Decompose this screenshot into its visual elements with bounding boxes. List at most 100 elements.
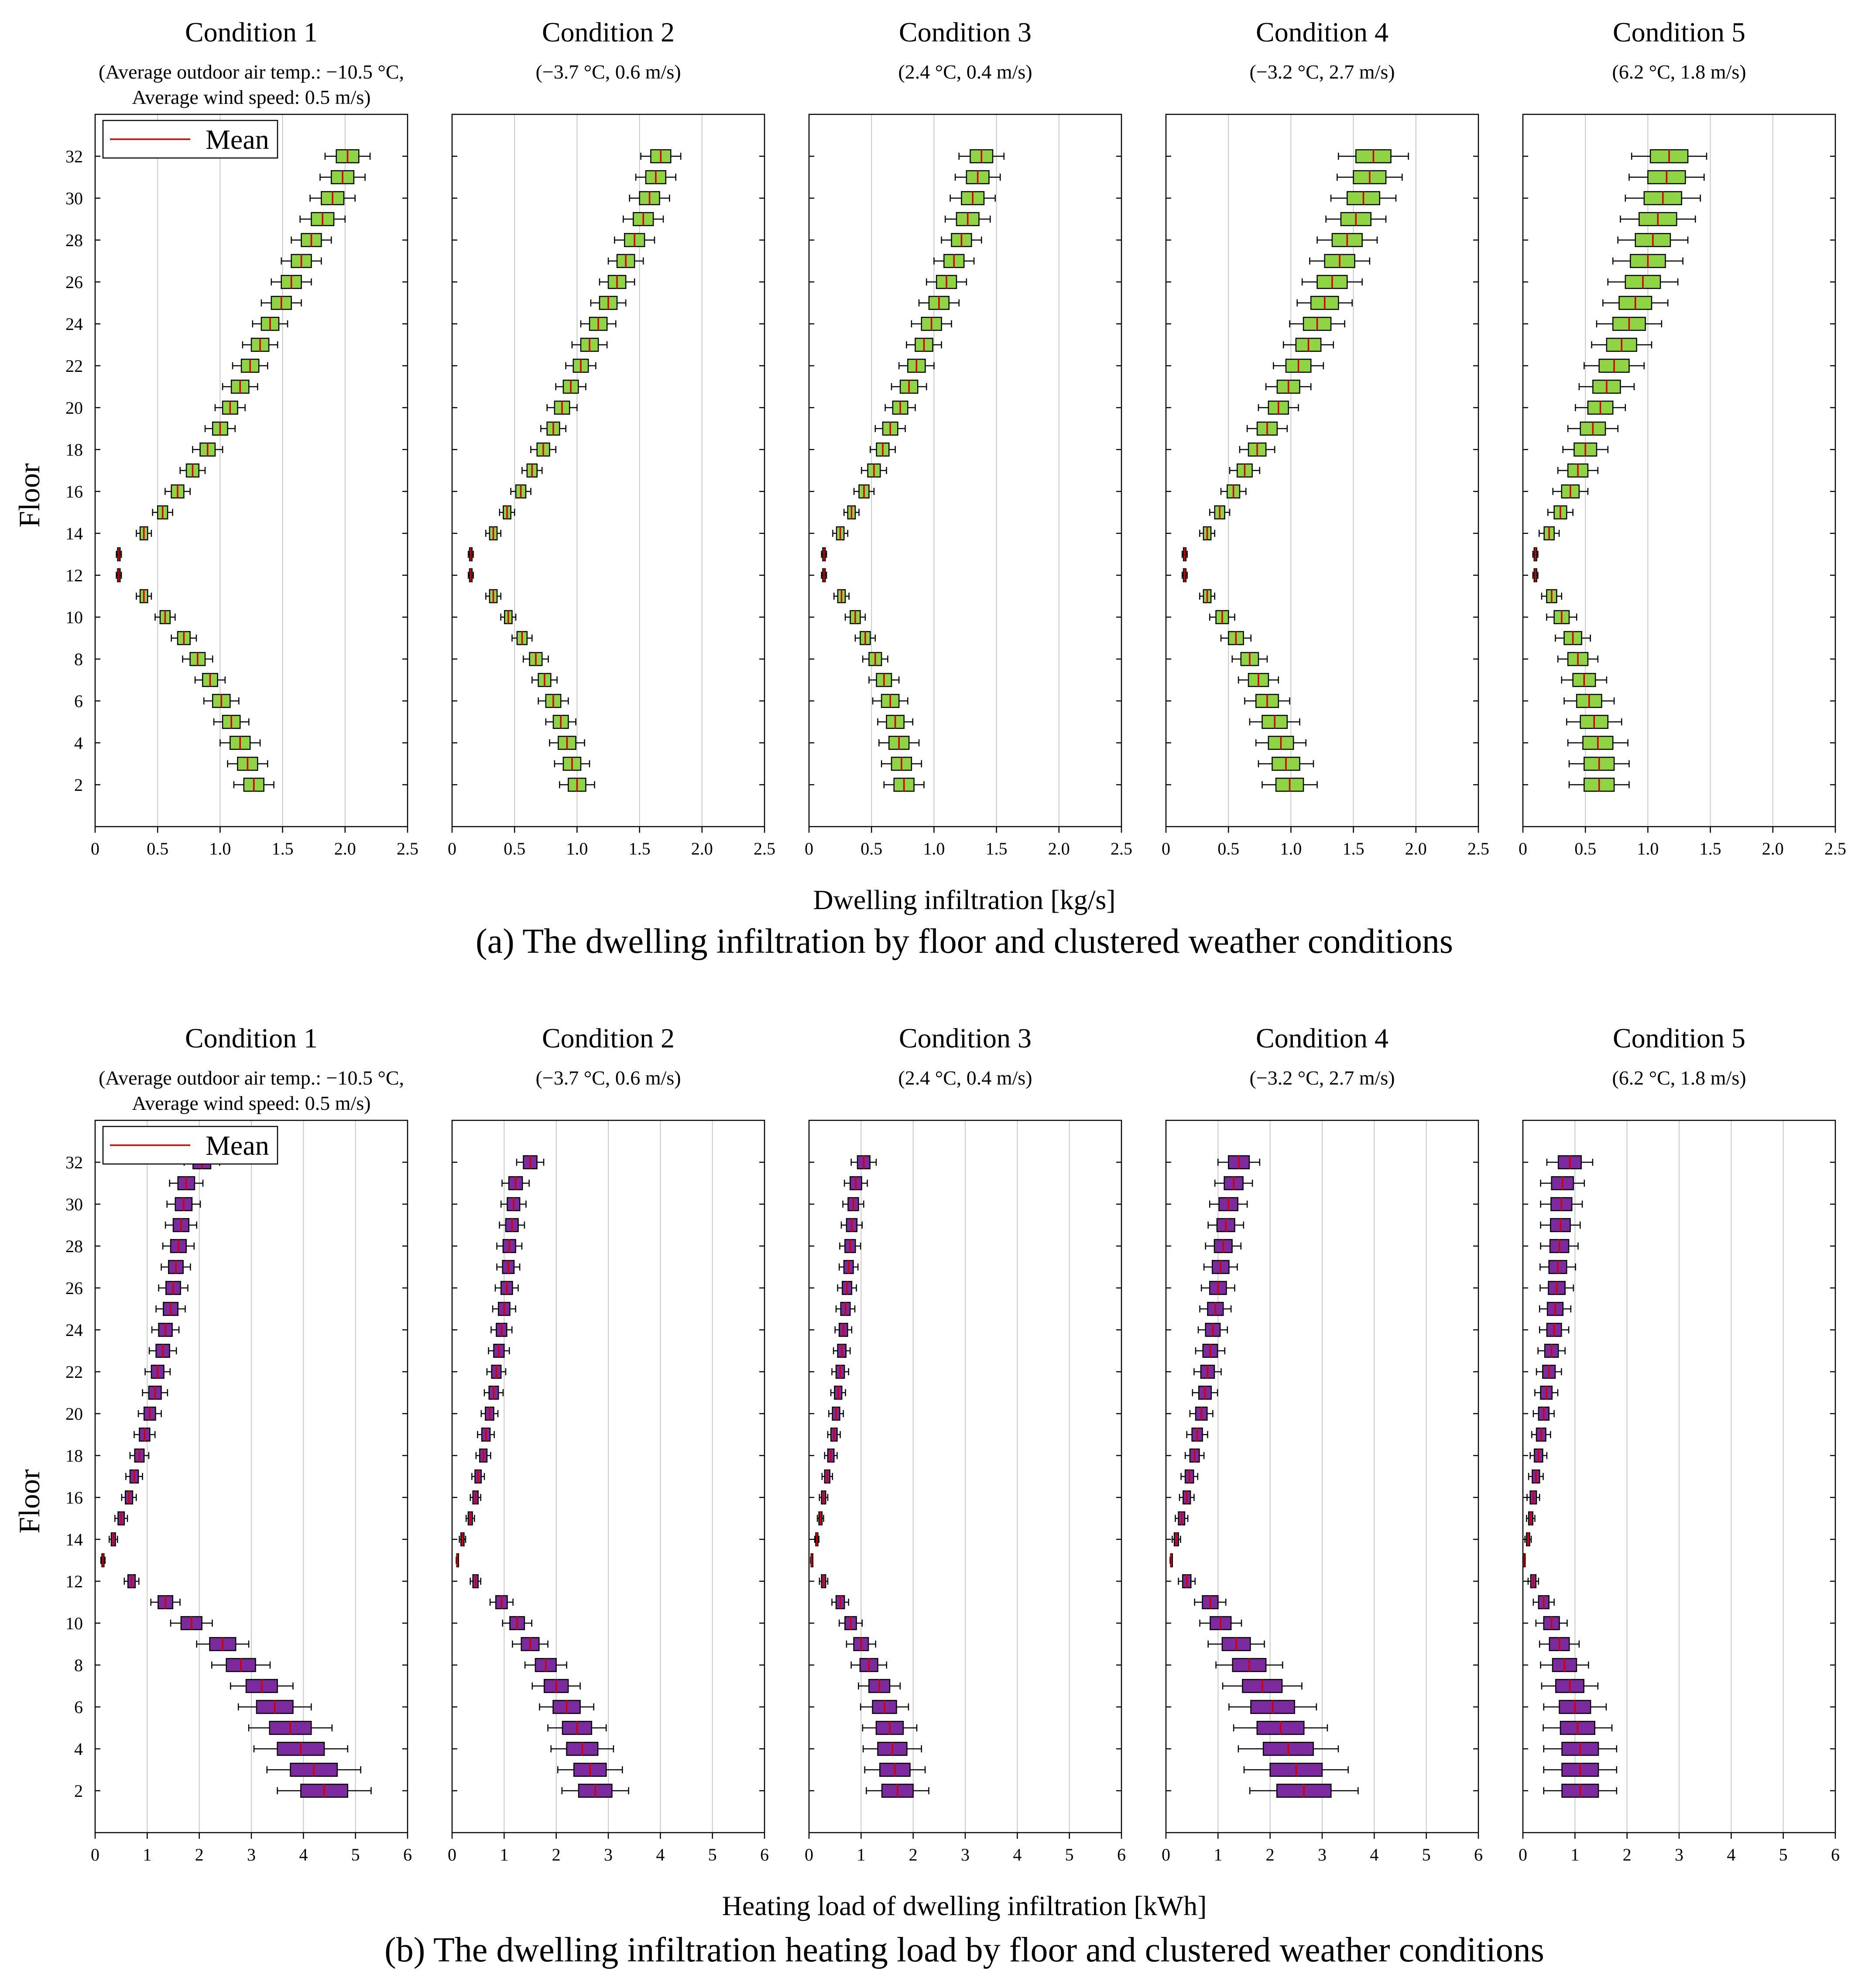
box-floor-17 [1180, 1469, 1199, 1484]
box-floor-17 [471, 1469, 485, 1484]
box-floor-31 [501, 1176, 530, 1191]
box-floor-23 [488, 1343, 510, 1358]
panel-title: Condition 5 [1613, 1023, 1745, 1054]
panel-b-1: Condition 1 (Average outdoor air temp.: −… [65, 1023, 412, 1864]
box-floor-10 [1535, 1616, 1568, 1631]
box-floor-25 [155, 1301, 186, 1316]
box-floor-2 [277, 1783, 372, 1798]
x-tick-label: 6 [760, 1845, 769, 1864]
box-floor-15 [1175, 1511, 1189, 1526]
panel-frame [1165, 113, 1479, 827]
box-floor-13 [456, 1553, 459, 1568]
box-floor-7 [194, 673, 226, 687]
box-floor-5 [1566, 714, 1622, 729]
box-floor-15 [152, 505, 173, 520]
box-floor-5 [1543, 1720, 1613, 1735]
box-floor-23 [148, 1343, 177, 1358]
box-floor-31 [169, 1176, 204, 1191]
box-floor-16 [510, 484, 531, 499]
box-floor-29 [1325, 212, 1387, 227]
box-floor-7 [868, 673, 900, 687]
box-floor-26 [494, 1281, 519, 1295]
box-floor-9 [854, 631, 876, 645]
box-floor-23 [1195, 1343, 1226, 1358]
box-floor-13 [116, 547, 122, 562]
box-floor-18 [192, 442, 223, 457]
box-floor-15 [816, 1511, 824, 1526]
box-floor-11 [1541, 589, 1563, 604]
box-floor-20 [1575, 400, 1626, 415]
y-tick-label: 4 [74, 733, 83, 753]
box-floor-13 [100, 1553, 106, 1568]
box-floor-17 [821, 1469, 833, 1484]
box-floor-16 [1179, 1490, 1195, 1505]
x-tick-label: 1.0 [923, 839, 945, 858]
box-floor-30 [1625, 191, 1701, 206]
x-tick-label: 0 [1519, 1845, 1527, 1864]
panel-title: Condition 4 [1256, 1023, 1388, 1054]
box-floor-20 [137, 1406, 162, 1421]
x-tick-label: 5 [1422, 1845, 1431, 1864]
box-floor-9 [1220, 631, 1252, 645]
box-floor-3 [227, 756, 268, 771]
box-floor-9 [511, 631, 533, 645]
box-floor-12 [1532, 568, 1539, 583]
box-floor-4 [549, 735, 585, 750]
box-floor-3 [1258, 756, 1314, 771]
y-tick-label: 20 [65, 1404, 83, 1424]
x-tick-label: 0 [805, 1845, 813, 1864]
x-tick-label: 0.5 [147, 839, 168, 858]
panel-subtitle: (2.4 °C, 0.4 m/s) [898, 61, 1032, 83]
box-floor-21 [483, 1385, 504, 1400]
y-tick-label: 2 [74, 1781, 83, 1801]
y-tick-label: 16 [65, 482, 83, 501]
box-floor-26 [837, 1281, 857, 1295]
x-tick-label: 2 [909, 1845, 918, 1864]
y-tick-label: 14 [65, 1530, 83, 1549]
panel-a-2: Condition 2 (−3.7 °C, 0.6 m/s) 0 0.5 1.0 1.5 2… [448, 17, 775, 858]
box-floor-29 [840, 1218, 863, 1233]
box-floor-14 [485, 526, 501, 541]
box-floor-32 [1631, 149, 1707, 164]
box-floor-8 [182, 652, 213, 666]
x-tick-label: 1 [143, 1845, 151, 1864]
box-floor-26 [1301, 275, 1363, 289]
box-floor-2 [233, 777, 274, 792]
box-floor-15 [465, 1511, 475, 1526]
box-floor-4 [862, 1741, 922, 1756]
box-floor-3 [557, 1762, 623, 1777]
box-floor-18 [1184, 1448, 1205, 1463]
x-tick-label: 6 [1474, 1845, 1483, 1864]
row-b-group: Condition 1 (Average outdoor air temp.: −… [65, 1023, 1840, 1864]
box-floor-13 [1181, 547, 1188, 562]
box-floor-24 [490, 1322, 513, 1337]
box-floor-7 [1561, 673, 1608, 687]
y-tick-label: 16 [65, 1488, 83, 1507]
box-floor-27 [1309, 254, 1371, 268]
y-tick-label: 14 [65, 524, 83, 543]
box-floor-8 [1557, 652, 1599, 666]
panel-b-5: Condition 5 (6.2 °C, 1.8 m/s) 0 1 2 3 4 5 6 [1519, 1023, 1840, 1864]
box-floor-6 [1228, 1700, 1317, 1714]
x-tick-label: 1.5 [1700, 839, 1721, 858]
y-tick-label: 26 [65, 1278, 83, 1298]
box-floor-16 [853, 484, 875, 499]
box-floor-18 [824, 1448, 838, 1463]
y-tick-label: 30 [65, 1195, 83, 1214]
box-floor-12 [467, 568, 474, 583]
box-floor-14 [1524, 1532, 1532, 1547]
panel-subtitle: (−3.2 °C, 2.7 m/s) [1249, 61, 1395, 83]
box-floor-32 [640, 149, 682, 164]
y-tick-label: 12 [65, 566, 83, 585]
box-floor-14 [1199, 526, 1215, 541]
box-floor-7 [1222, 1679, 1303, 1693]
box-floor-18 [1562, 442, 1609, 457]
x-tick-label: 3 [247, 1845, 256, 1864]
x-tick-label: 1.0 [1280, 839, 1302, 858]
y-tick-label: 32 [65, 1153, 83, 1172]
box-floor-32 [1546, 1155, 1594, 1170]
box-floor-23 [1591, 337, 1652, 352]
box-floor-32 [850, 1155, 877, 1170]
box-floor-25 [1296, 295, 1353, 310]
panel-subtitle: (6.2 °C, 1.8 m/s) [1612, 61, 1746, 83]
